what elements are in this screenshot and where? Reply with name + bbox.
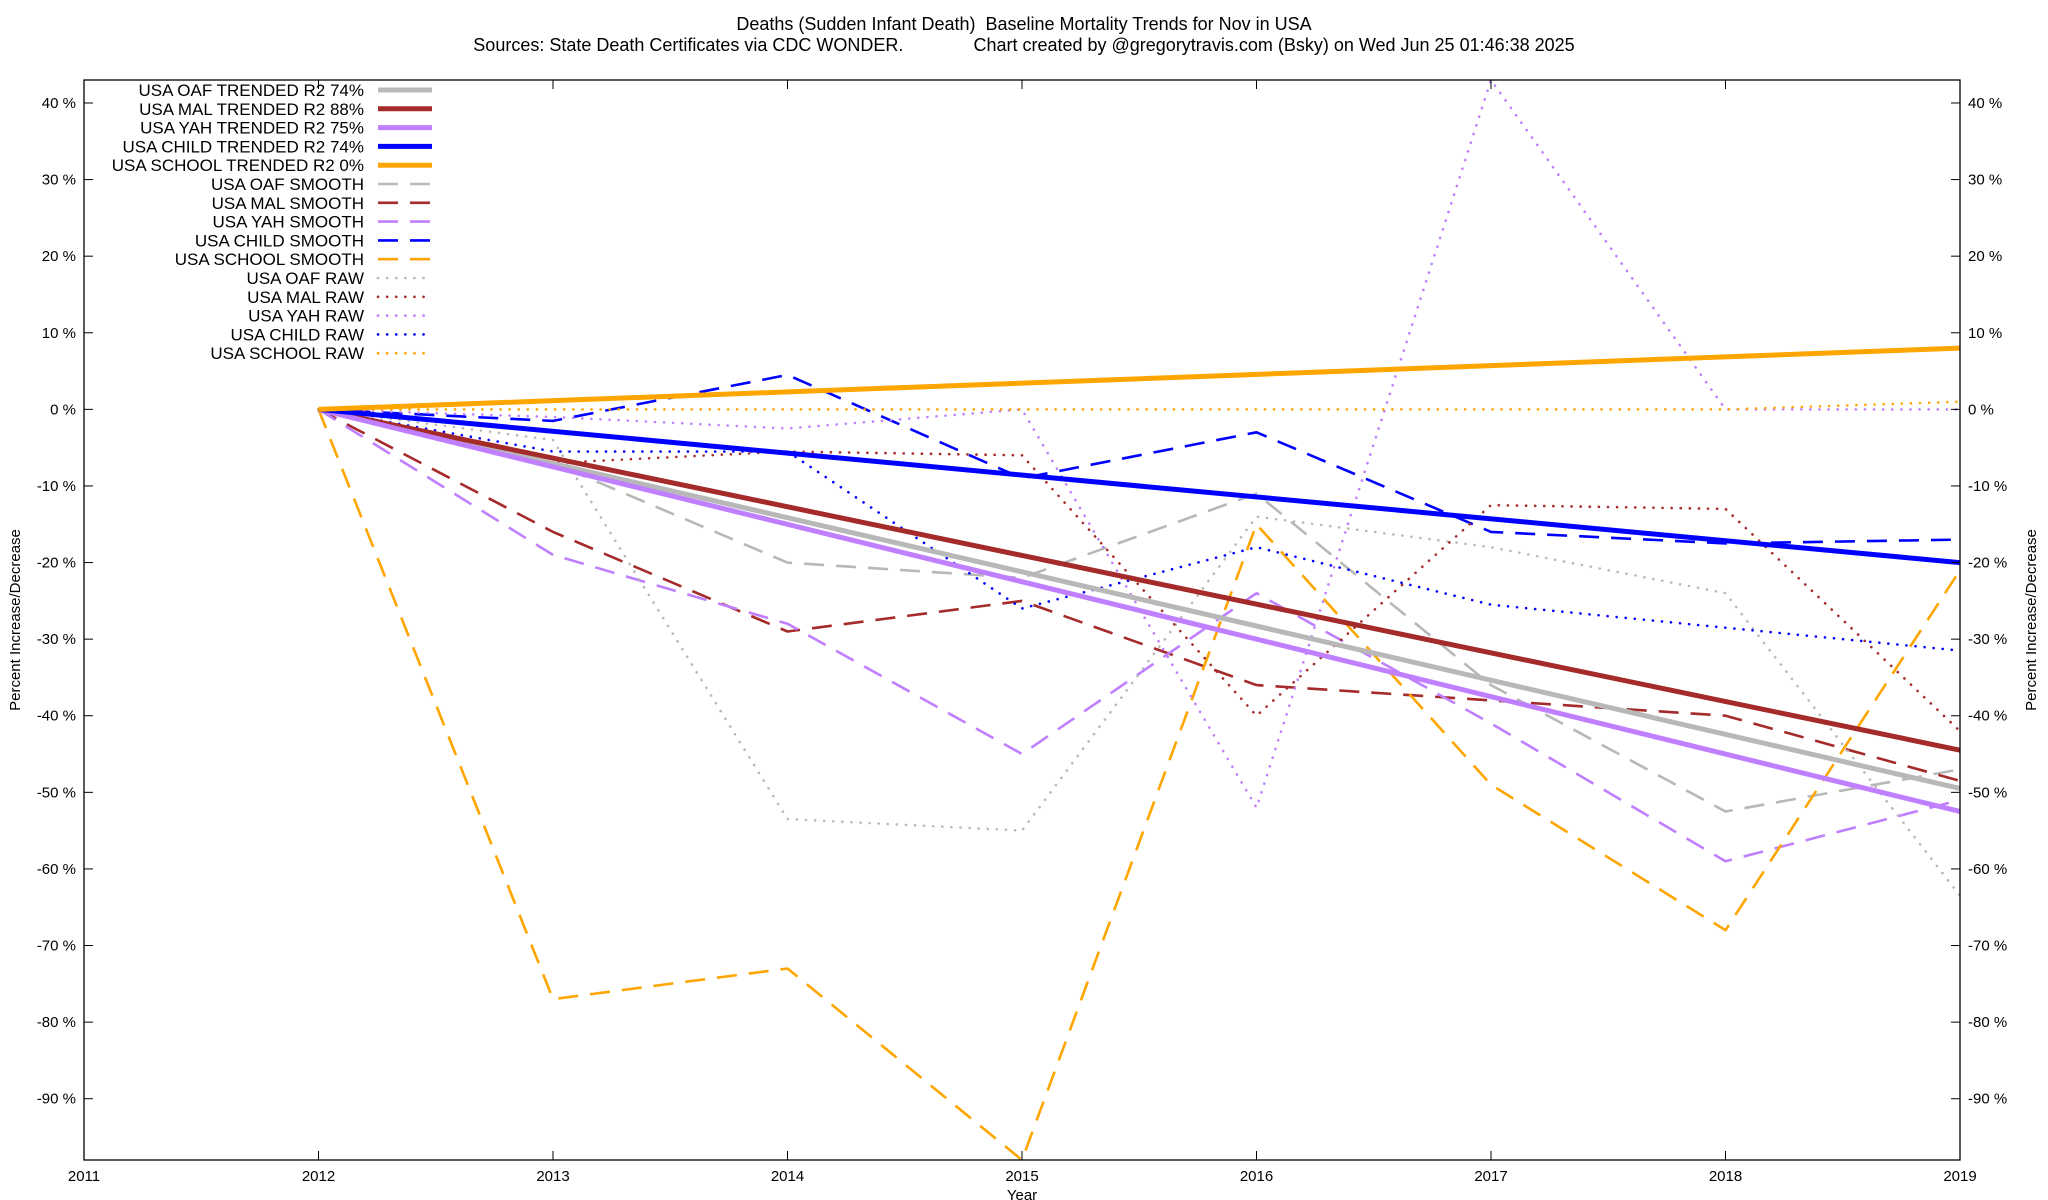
y-tick-label-left: -60 %: [37, 861, 76, 878]
series-line-0: [317, 406, 1960, 791]
legend-label: USA CHILD SMOOTH: [195, 231, 364, 250]
y-tick-label-left: -40 %: [37, 708, 76, 725]
y-tick-label-right: -90 %: [1968, 1091, 2007, 1108]
y-tick-label-right: 20 %: [1968, 248, 2002, 265]
y-axis-label-left: Percent Increase/Decrease: [7, 529, 24, 711]
legend-label: USA CHILD RAW: [230, 325, 364, 344]
plot-frame: [83, 79, 1961, 1161]
y-tick-label-right: -50 %: [1968, 784, 2007, 801]
y-tick-label-left: 30 %: [42, 172, 76, 189]
y-tick-label-right: -60 %: [1968, 861, 2007, 878]
y-tick-label-right: -20 %: [1968, 555, 2007, 572]
axes-ticks: 2011 2012 2013 2014 2015 2016 2017 2018 2019 40 %…: [37, 80, 2007, 1185]
series-line-2: [317, 406, 1960, 814]
chart-title: Deaths (Sudden Infant Death) Baseline Mo…: [736, 14, 1312, 34]
y-tick-label-right: 0 %: [1968, 401, 1994, 418]
y-tick-label-left: -70 %: [37, 938, 76, 955]
y-tick-label-right: 30 %: [1968, 172, 2002, 189]
series-line-6: [317, 408, 1960, 783]
y-tick-label-right: -40 %: [1968, 708, 2007, 725]
series-line-1: [317, 406, 1960, 753]
y-axis-label-right: Percent Increase/Decrease: [2023, 529, 2040, 711]
series-line-10: [317, 408, 1960, 898]
x-tick-label: 2015: [1005, 1168, 1038, 1185]
y-tick-label-left: -30 %: [37, 631, 76, 648]
y-tick-label-right: 40 %: [1968, 95, 2002, 112]
y-tick-label-right: -80 %: [1968, 1014, 2007, 1031]
x-tick-label: 2012: [302, 1168, 335, 1185]
x-tick-label: 2011: [68, 1168, 100, 1185]
legend-label: USA MAL SMOOTH: [212, 194, 364, 213]
legend-label: USA SCHOOL RAW: [210, 344, 364, 363]
legend-label: USA OAF RAW: [247, 269, 364, 288]
legend-label: USA YAH SMOOTH: [213, 213, 364, 232]
legend: USA OAF TRENDED R2 74%USA MAL TRENDED R2…: [112, 81, 434, 363]
y-tick-label-left: 40 %: [42, 95, 76, 112]
legend-label: USA YAH TRENDED R2 75%: [140, 119, 364, 138]
x-tick-label: 2018: [1709, 1168, 1742, 1185]
x-tick-label: 2016: [1240, 1168, 1273, 1185]
y-tick-label-left: -10 %: [37, 478, 76, 495]
y-tick-label-left: -50 %: [37, 784, 76, 801]
y-tick-label-right: 10 %: [1968, 325, 2002, 342]
y-tick-label-right: -10 %: [1968, 478, 2007, 495]
series-line-11: [317, 408, 1960, 733]
legend-label: USA CHILD TRENDED R2 74%: [122, 137, 364, 156]
x-tick-label: 2014: [771, 1168, 804, 1185]
series-line-8: [318, 373, 1960, 545]
series-line-3: [318, 406, 1960, 566]
y-tick-label-right: -30 %: [1968, 631, 2007, 648]
y-tick-label-left: 20 %: [42, 248, 76, 265]
series-line-14: [317, 400, 1960, 411]
series-line-9: [317, 408, 1960, 1160]
y-tick-label-right: -70 %: [1968, 938, 2007, 955]
series-line-12: [317, 80, 1960, 810]
series-layer: [317, 80, 1960, 1160]
legend-label: USA YAH RAW: [248, 307, 364, 326]
x-axis-label: Year: [1007, 1187, 1037, 1200]
series-line-13: [317, 408, 1960, 652]
y-tick-label-left: -80 %: [37, 1014, 76, 1031]
legend-label: USA SCHOOL TRENDED R2 0%: [112, 156, 364, 175]
legend-label: USA MAL RAW: [247, 288, 364, 307]
legend-label: USA SCHOOL SMOOTH: [175, 250, 364, 269]
chart-subtitle: Sources: State Death Certificates via CD…: [473, 35, 1575, 55]
legend-label: USA OAF SMOOTH: [211, 175, 364, 194]
y-tick-label-left: 0 %: [50, 401, 76, 418]
legend-label: USA OAF TRENDED R2 74%: [139, 81, 364, 100]
series-line-4: [318, 345, 1960, 412]
x-tick-label: 2013: [536, 1168, 569, 1185]
y-tick-label-left: 10 %: [42, 325, 76, 342]
x-tick-label: 2017: [1474, 1168, 1507, 1185]
y-tick-label-left: -20 %: [37, 555, 76, 572]
series-line-7: [317, 408, 1960, 863]
legend-label: USA MAL TRENDED R2 88%: [139, 100, 364, 119]
x-tick-label: 2019: [1943, 1168, 1976, 1185]
series-line-5: [318, 408, 1960, 813]
y-tick-label-left: -90 %: [37, 1091, 76, 1108]
